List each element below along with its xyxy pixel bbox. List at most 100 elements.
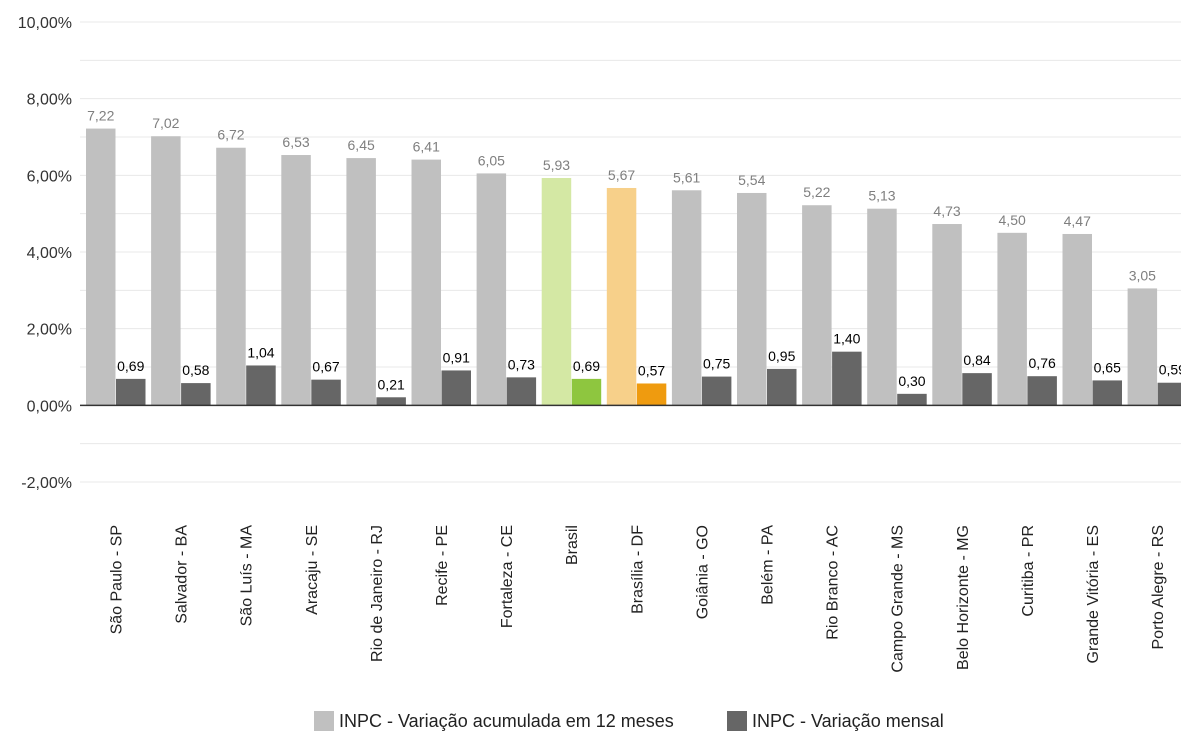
x-axis-categories: São Paulo - SP Salvador - BA São Luís - MA… <box>109 525 1168 673</box>
bar-acumulada <box>737 192 767 406</box>
y-tick-label: -2,00% <box>21 475 72 492</box>
bar-mensal <box>1027 376 1057 406</box>
y-tick-label: 8,00% <box>27 92 72 109</box>
data-label-mensal: 0,30 <box>898 373 925 389</box>
data-label-mensal: 1,40 <box>833 331 860 347</box>
data-label-mensal: 0,67 <box>312 359 339 375</box>
data-label-acumulada: 4,47 <box>1064 213 1091 229</box>
data-label-mensal: 0,69 <box>573 358 600 374</box>
bar-mensal <box>246 365 276 406</box>
legend: INPC - Variação acumulada em 12 meses IN… <box>314 711 944 731</box>
bar-mensal <box>571 378 602 406</box>
y-tick-label: 0,00% <box>27 398 72 415</box>
category-label: Aracaju - SE <box>304 525 321 615</box>
data-label-mensal: 0,58 <box>182 362 209 378</box>
category-label: São Paulo - SP <box>109 525 126 634</box>
y-axis-ticks: 10,00% 8,00% 6,00% 4,00% 2,00% 0,00% -2,00% <box>18 15 72 492</box>
data-label-mensal: 0,91 <box>443 349 470 365</box>
bar-acumulada <box>216 147 246 406</box>
data-label-acumulada: 5,13 <box>868 188 895 204</box>
category-label: Rio de Janeiro - RJ <box>369 525 386 662</box>
category-label: Brasil <box>564 525 581 565</box>
bar-acumulada <box>346 158 376 406</box>
data-label-mensal: 1,04 <box>247 344 274 360</box>
bar-mensal <box>116 378 146 406</box>
bar-acumulada <box>281 155 311 406</box>
bar-acumulada <box>476 173 507 406</box>
data-label-acumulada: 6,41 <box>413 139 440 155</box>
y-tick-label: 6,00% <box>27 168 72 185</box>
bar-mensal <box>636 383 667 406</box>
data-label-acumulada: 7,02 <box>152 115 179 131</box>
data-label-acumulada: 5,61 <box>673 169 700 185</box>
category-label: Rio Branco - AC <box>825 525 842 640</box>
category-label: Fortaleza - CE <box>499 525 516 628</box>
category-label: Salvador - BA <box>174 525 191 624</box>
y-tick-label: 10,00% <box>18 15 72 32</box>
category-label: Campo Grande - MS <box>890 525 907 673</box>
bar-mensal <box>962 373 992 406</box>
legend-swatch-acumulada <box>314 711 334 731</box>
category-label: Grande Vitória - ES <box>1085 525 1102 663</box>
category-label: São Luís - MA <box>239 525 256 627</box>
bar-mensal <box>832 351 862 406</box>
legend-swatch-mensal <box>727 711 747 731</box>
bar-acumulada <box>1062 233 1092 406</box>
category-label: Curitiba - PR <box>1020 525 1037 617</box>
bar-acumulada <box>86 128 116 406</box>
bar-acumulada <box>1127 288 1158 406</box>
bar-mensal <box>181 383 211 406</box>
data-label-mensal: 0,59 <box>1159 362 1181 378</box>
bars <box>86 128 1181 406</box>
bar-mensal <box>897 393 927 406</box>
data-label-acumulada: 5,93 <box>543 157 570 173</box>
bar-acumulada <box>932 224 962 406</box>
category-label: Belém - PA <box>760 525 777 605</box>
data-label-acumulada: 6,72 <box>217 127 244 143</box>
data-labels: 7,22 0,69 7,02 0,58 6,72 1,04 6,53 0,67 6,45 0,21… <box>87 108 1181 393</box>
category-label: Porto Alegre - RS <box>1150 525 1167 650</box>
data-label-acumulada: 7,22 <box>87 108 114 124</box>
data-label-acumulada: 5,67 <box>608 167 635 183</box>
category-label: Belo Horizonte - MG <box>955 525 972 670</box>
bar-acumulada <box>867 208 897 406</box>
bar-mensal <box>1092 380 1122 406</box>
data-label-acumulada: 6,53 <box>282 134 309 150</box>
data-label-mensal: 0,95 <box>768 348 795 364</box>
data-label-acumulada: 4,73 <box>933 203 960 219</box>
bar-acumulada <box>802 205 832 406</box>
legend-label-acumulada: INPC - Variação acumulada em 12 meses <box>339 711 674 731</box>
bar-mensal <box>701 376 732 406</box>
data-label-acumulada: 6,45 <box>348 137 375 153</box>
bar-mensal <box>767 368 797 406</box>
bar-acumulada <box>541 178 572 406</box>
bar-mensal <box>376 397 406 406</box>
bar-acumulada <box>411 159 441 406</box>
data-label-mensal: 0,84 <box>963 352 990 368</box>
category-label: Brasília - DF <box>629 525 646 614</box>
y-tick-label: 4,00% <box>27 245 72 262</box>
data-label-mensal: 0,65 <box>1094 359 1121 375</box>
bar-mensal <box>1157 382 1181 406</box>
category-label: Recife - PE <box>434 525 451 606</box>
data-label-acumulada: 5,54 <box>738 172 765 188</box>
data-label-mensal: 0,69 <box>117 358 144 374</box>
bar-mensal <box>441 370 471 406</box>
data-label-mensal: 0,21 <box>378 376 405 392</box>
data-label-mensal: 0,75 <box>703 356 730 372</box>
data-label-acumulada: 4,50 <box>999 212 1026 228</box>
bar-mensal <box>506 377 537 406</box>
data-label-mensal: 0,76 <box>1029 355 1056 371</box>
bar-acumulada <box>606 187 637 406</box>
data-label-acumulada: 5,22 <box>803 184 830 200</box>
y-tick-label: 2,00% <box>27 322 72 339</box>
bar-acumulada <box>997 232 1027 406</box>
bar-acumulada <box>671 190 702 406</box>
data-label-mensal: 0,73 <box>508 356 535 372</box>
data-label-acumulada: 3,05 <box>1129 267 1156 283</box>
bar-mensal <box>311 379 341 406</box>
bar-acumulada <box>151 136 181 406</box>
data-label-mensal: 0,57 <box>638 362 665 378</box>
category-label: Goiânia - GO <box>694 525 711 619</box>
